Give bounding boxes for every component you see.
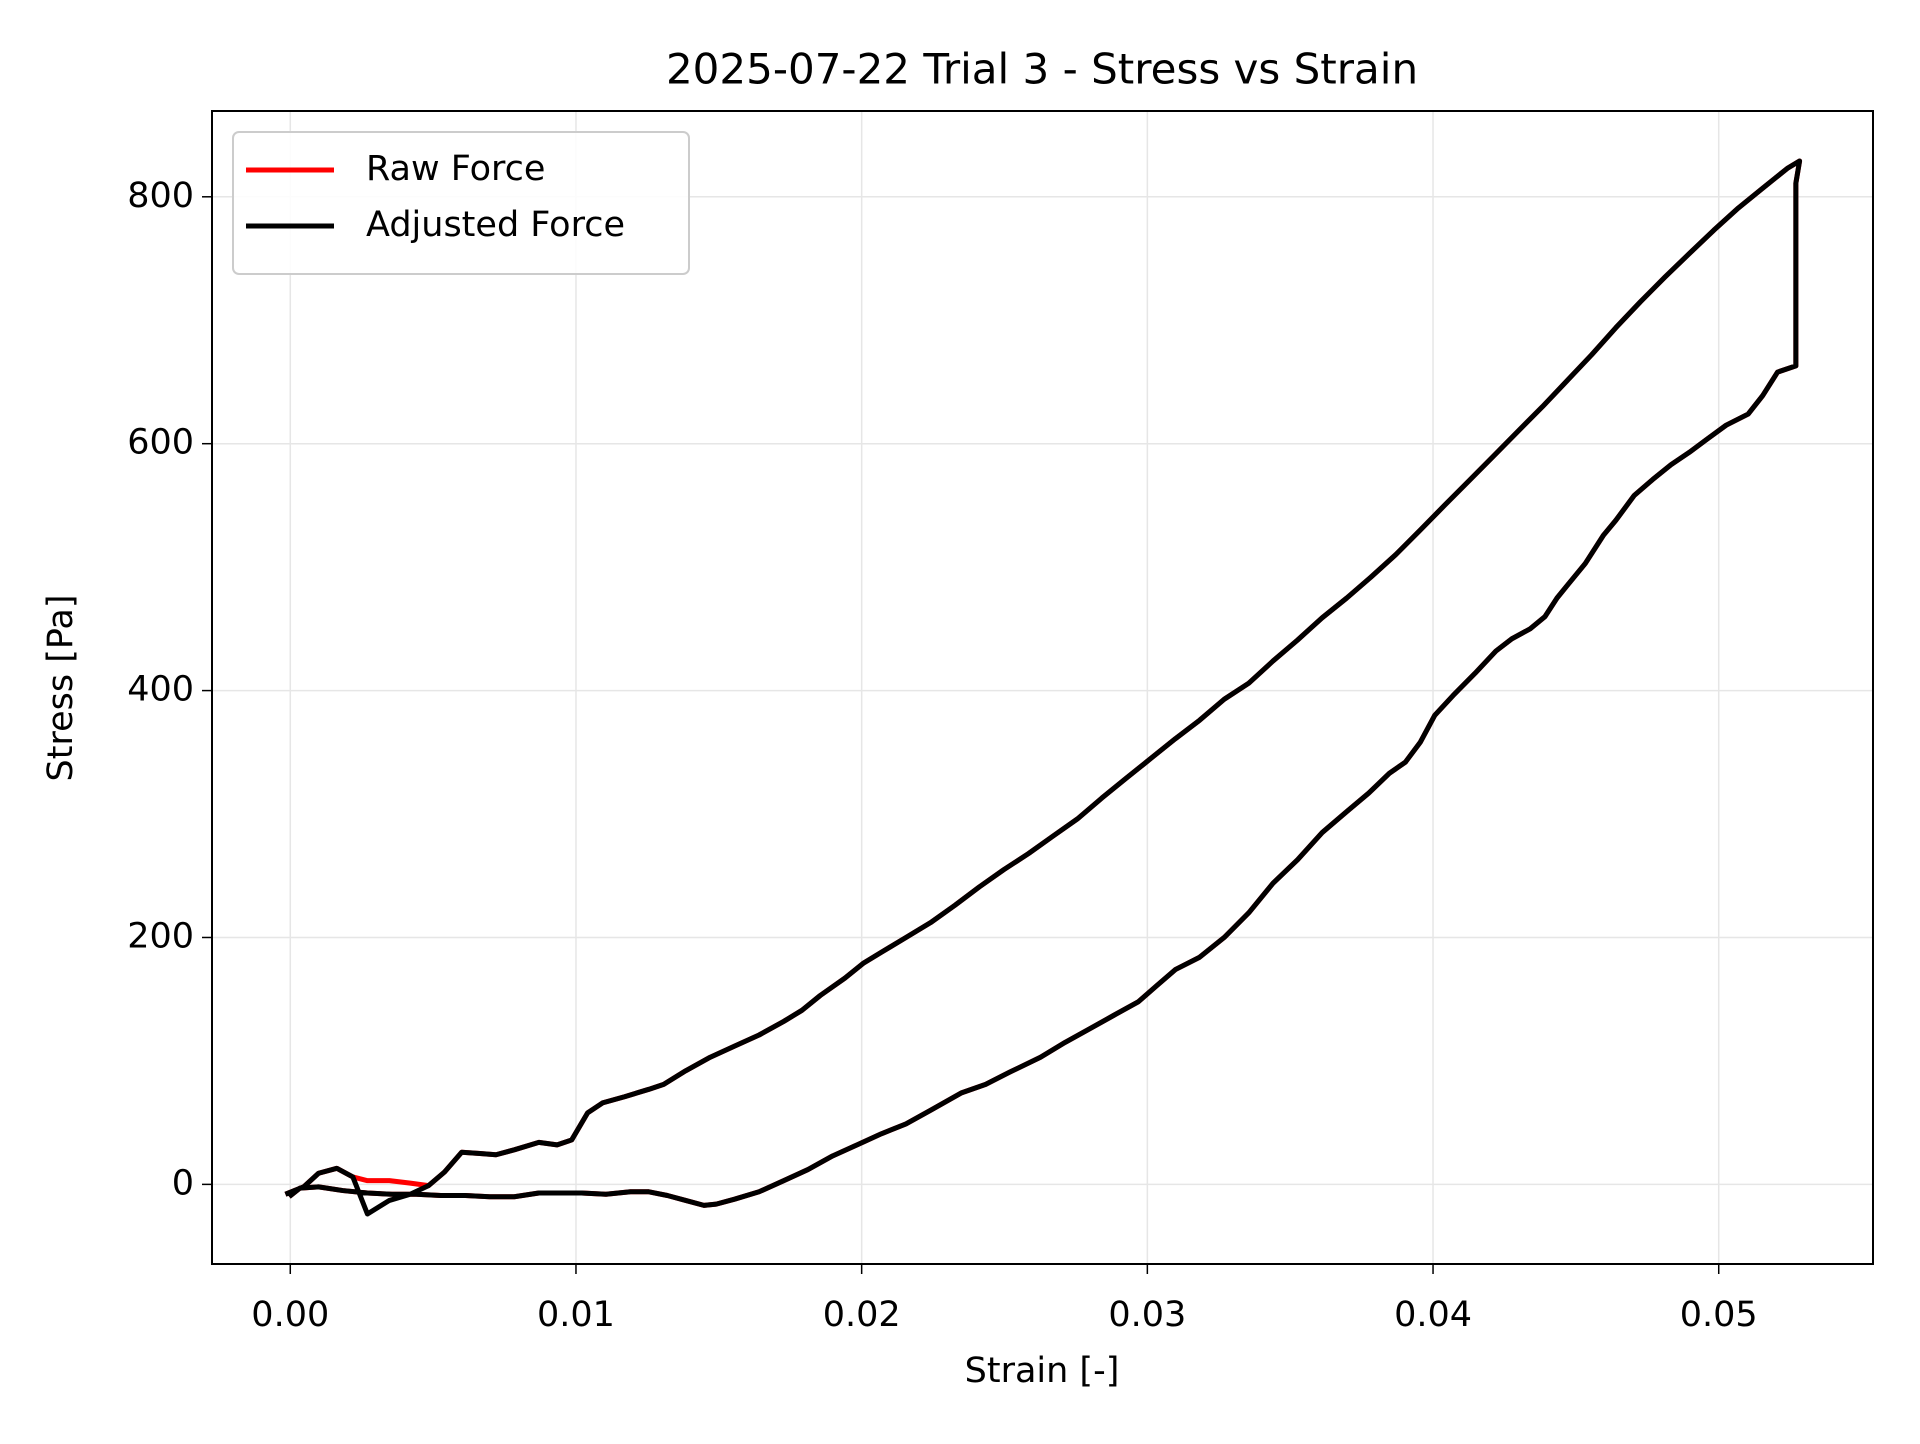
y-tick-label: 400 [127,670,194,710]
x-tick-label: 0.04 [1394,1295,1472,1335]
legend-label: Raw Force [366,149,545,189]
plot-frame [211,110,1874,1265]
x-tick-label: 0.02 [823,1295,901,1335]
chart-title: 2025-07-22 Trial 3 - Stress vs Strain [666,45,1418,94]
data-line [284,158,1803,1208]
data-line [284,158,1803,1217]
x-tick-label: 0.03 [1108,1295,1186,1335]
y-tick-label: 200 [127,916,194,956]
x-tick-label: 0.00 [251,1295,329,1335]
x-axis-label: Strain [-] [965,1351,1120,1391]
legend-label: Adjusted Force [366,205,625,245]
x-tick-label: 0.01 [537,1295,615,1335]
y-tick-label: 600 [127,423,194,463]
legend-box [232,131,690,275]
x-tick-label: 0.05 [1680,1295,1758,1335]
y-tick-label: 800 [127,176,194,216]
y-axis-label: Stress [Pa] [41,595,81,782]
y-tick-label: 0 [172,1163,194,1203]
